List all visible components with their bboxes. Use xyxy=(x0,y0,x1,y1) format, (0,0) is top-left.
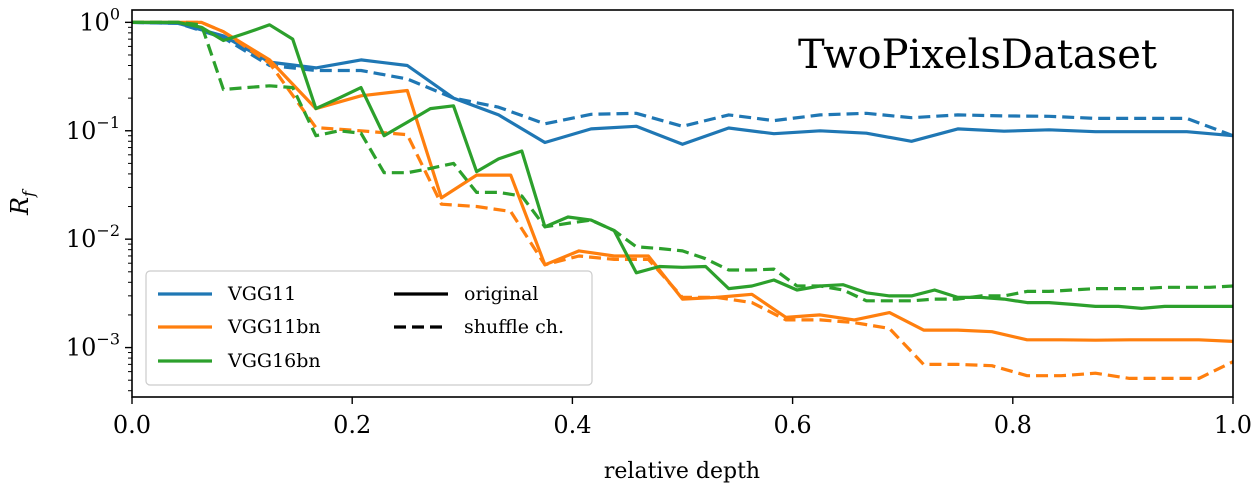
y-axis-label-subscript: f xyxy=(19,188,38,198)
plot-frame xyxy=(131,9,1234,398)
svg-text:Rf: Rf xyxy=(6,188,38,216)
y-tick-label: 100 xyxy=(79,4,120,36)
x-tick-label: 0.4 xyxy=(553,411,591,439)
legend: VGG11 VGG11bn VGG16bn original shuffle c… xyxy=(145,270,593,386)
series-line-vgg11-original xyxy=(131,20,1234,146)
y-axis-label-main: R xyxy=(6,197,34,216)
series-line-vgg11-shuffle-ch xyxy=(131,20,1234,138)
x-tick-label: 1.0 xyxy=(1214,411,1252,439)
series-line-vgg16bn-original xyxy=(132,20,1233,310)
y-axis-label: Rf xyxy=(6,188,38,216)
y-tick-label: 10−1 xyxy=(66,113,120,145)
legend-label-original: original xyxy=(464,283,538,305)
legend-label-vgg16bn: VGG16bn xyxy=(227,350,321,372)
legend-label-vgg11: VGG11 xyxy=(227,283,296,305)
x-tick-label: 0.8 xyxy=(994,411,1032,439)
x-tick-label: 0.6 xyxy=(774,411,812,439)
x-tick-label: 0.2 xyxy=(333,411,371,439)
y-tick-label: 10−2 xyxy=(66,221,120,253)
x-axis-label: relative depth xyxy=(604,459,760,484)
series-line-vgg11bn-shuffle-ch xyxy=(132,20,1234,380)
legend-label-vgg11bn: VGG11bn xyxy=(227,316,321,338)
y-tick-label: 10−3 xyxy=(66,330,120,362)
chart-title: TwoPixelsDataset xyxy=(798,32,1157,78)
ticks-layer: 0.0 0.2 0.4 0.6 0.8 1.0 100 10−1 10−2 10−3 xyxy=(66,4,1252,439)
series-line-vgg16bn-shuffle-ch xyxy=(132,20,1234,303)
legend-label-shuffle: shuffle ch. xyxy=(464,316,564,338)
legend-box xyxy=(145,270,593,386)
series-layer xyxy=(131,20,1234,380)
x-tick-label: 0.0 xyxy=(113,411,151,439)
